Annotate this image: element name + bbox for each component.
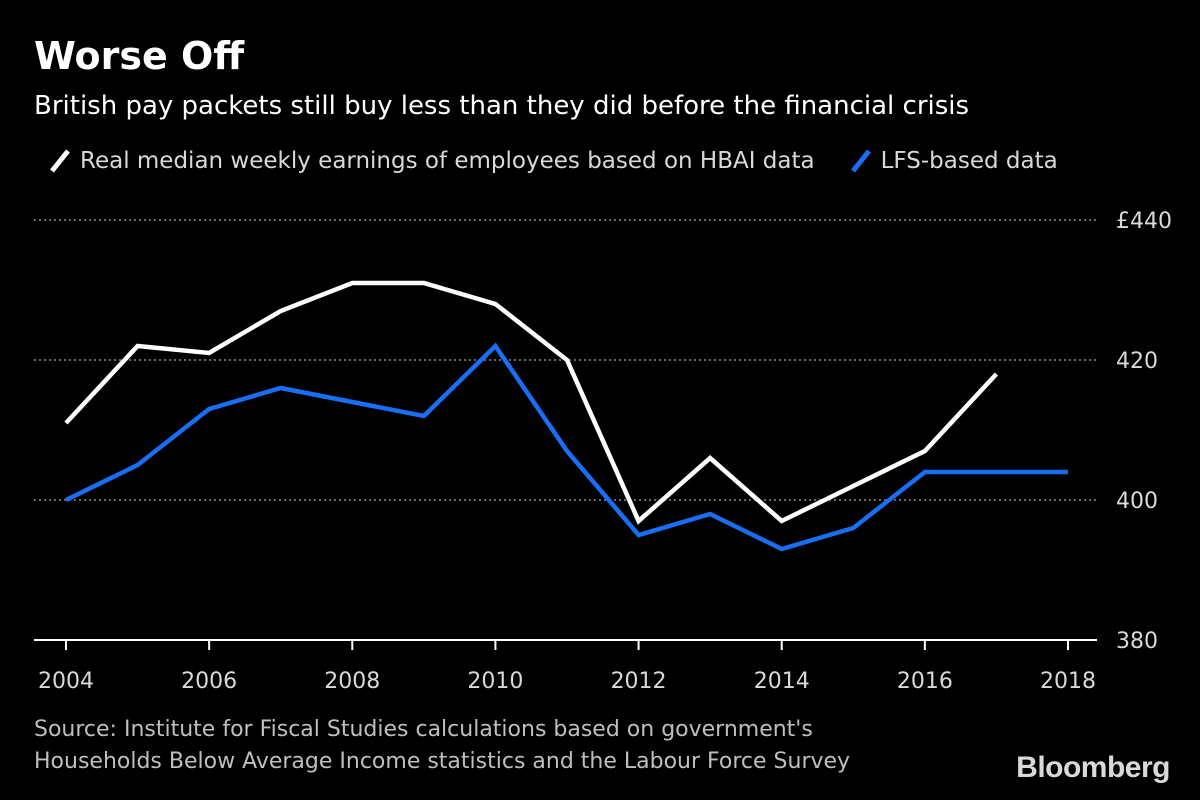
- legend-item-hbai: Real median weekly earnings of employees…: [50, 146, 815, 176]
- source-line-1: Source: Institute for Fiscal Studies cal…: [34, 717, 813, 742]
- y-tick-label: 400: [1116, 489, 1158, 514]
- chart-subtitle: British pay packets still buy less than …: [34, 91, 970, 121]
- x-tick-label: 2014: [754, 669, 810, 694]
- source-line-2: Households Below Average Income statisti…: [34, 749, 851, 774]
- x-tick-label: 2018: [1040, 669, 1096, 694]
- x-tick-label: 2016: [897, 669, 953, 694]
- chart-title: Worse Off: [34, 34, 245, 78]
- legend-label-lfs: LFS-based data: [880, 148, 1058, 174]
- legend-swatch-hbai: [50, 149, 70, 173]
- source-note: Source: Institute for Fiscal Studies cal…: [34, 714, 850, 778]
- legend-swatch-lfs: [850, 149, 871, 173]
- bloomberg-logo: Bloomberg: [1016, 751, 1170, 784]
- legend-swatch-lfs-line: [850, 149, 871, 173]
- x-tick-label: 2010: [467, 669, 523, 694]
- y-tick-label: 420: [1116, 349, 1158, 374]
- x-tick-label: 2004: [38, 669, 94, 694]
- legend-swatch-hbai-line: [50, 149, 70, 173]
- x-tick-label: 2012: [611, 669, 667, 694]
- x-tick-label: 2006: [181, 669, 237, 694]
- legend: Real median weekly earnings of employees…: [50, 143, 1094, 179]
- legend-label-hbai: Real median weekly earnings of employees…: [80, 148, 815, 174]
- x-tick-label: 2008: [324, 669, 380, 694]
- series-line-lfs: [65, 342, 1068, 552]
- series-line-hbai: [64, 280, 999, 525]
- y-tick-label: £440: [1116, 209, 1172, 234]
- y-tick-label: 380: [1116, 629, 1158, 654]
- legend-item-lfs: LFS-based data: [850, 146, 1058, 176]
